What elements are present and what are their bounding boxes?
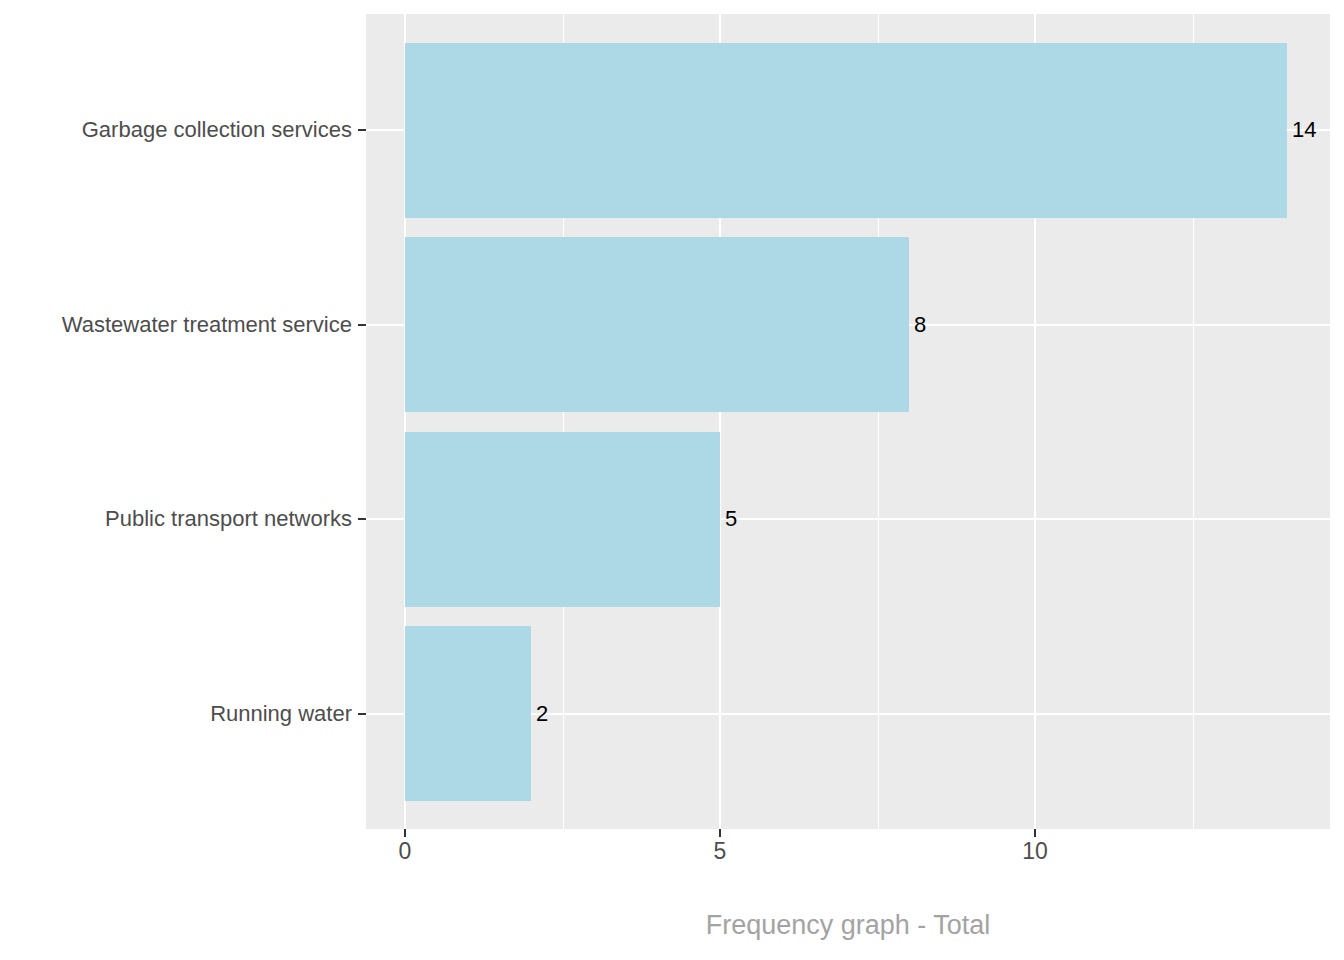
x-axis-tick-label: 5 xyxy=(714,838,727,865)
x-axis-tick-mark xyxy=(1034,829,1036,837)
bar-value-label: 8 xyxy=(914,312,926,338)
bar-wastewater-treatment-service xyxy=(405,237,909,412)
bar-garbage-collection-services xyxy=(405,43,1287,218)
x-axis-tick-label: 10 xyxy=(1022,838,1048,865)
x-axis-tick-mark xyxy=(719,829,721,837)
plot-panel: 14 8 5 2 xyxy=(366,14,1330,829)
x-axis-tick-label: 0 xyxy=(399,838,412,865)
y-axis-tick-mark xyxy=(358,324,366,326)
y-axis-category-label: Public transport networks xyxy=(0,506,352,532)
y-axis-tick-mark xyxy=(358,713,366,715)
y-axis-category-label: Running water xyxy=(0,701,352,727)
y-axis-tick-mark xyxy=(358,518,366,520)
bar-value-label: 14 xyxy=(1292,117,1316,143)
y-axis-tick-mark xyxy=(358,129,366,131)
bar-chart-figure: 14 8 5 2 Garbage collection services Wastewa… xyxy=(0,0,1344,960)
bar-public-transport-networks xyxy=(405,432,720,607)
y-axis-category-label: Wastewater treatment service xyxy=(0,312,352,338)
y-axis-category-label: Garbage collection services xyxy=(0,117,352,143)
x-axis-tick-mark xyxy=(404,829,406,837)
bar-running-water xyxy=(405,626,531,801)
x-axis-title: Frequency graph - Total xyxy=(706,910,991,941)
bar-value-label: 2 xyxy=(536,701,548,727)
bar-value-label: 5 xyxy=(725,506,737,532)
